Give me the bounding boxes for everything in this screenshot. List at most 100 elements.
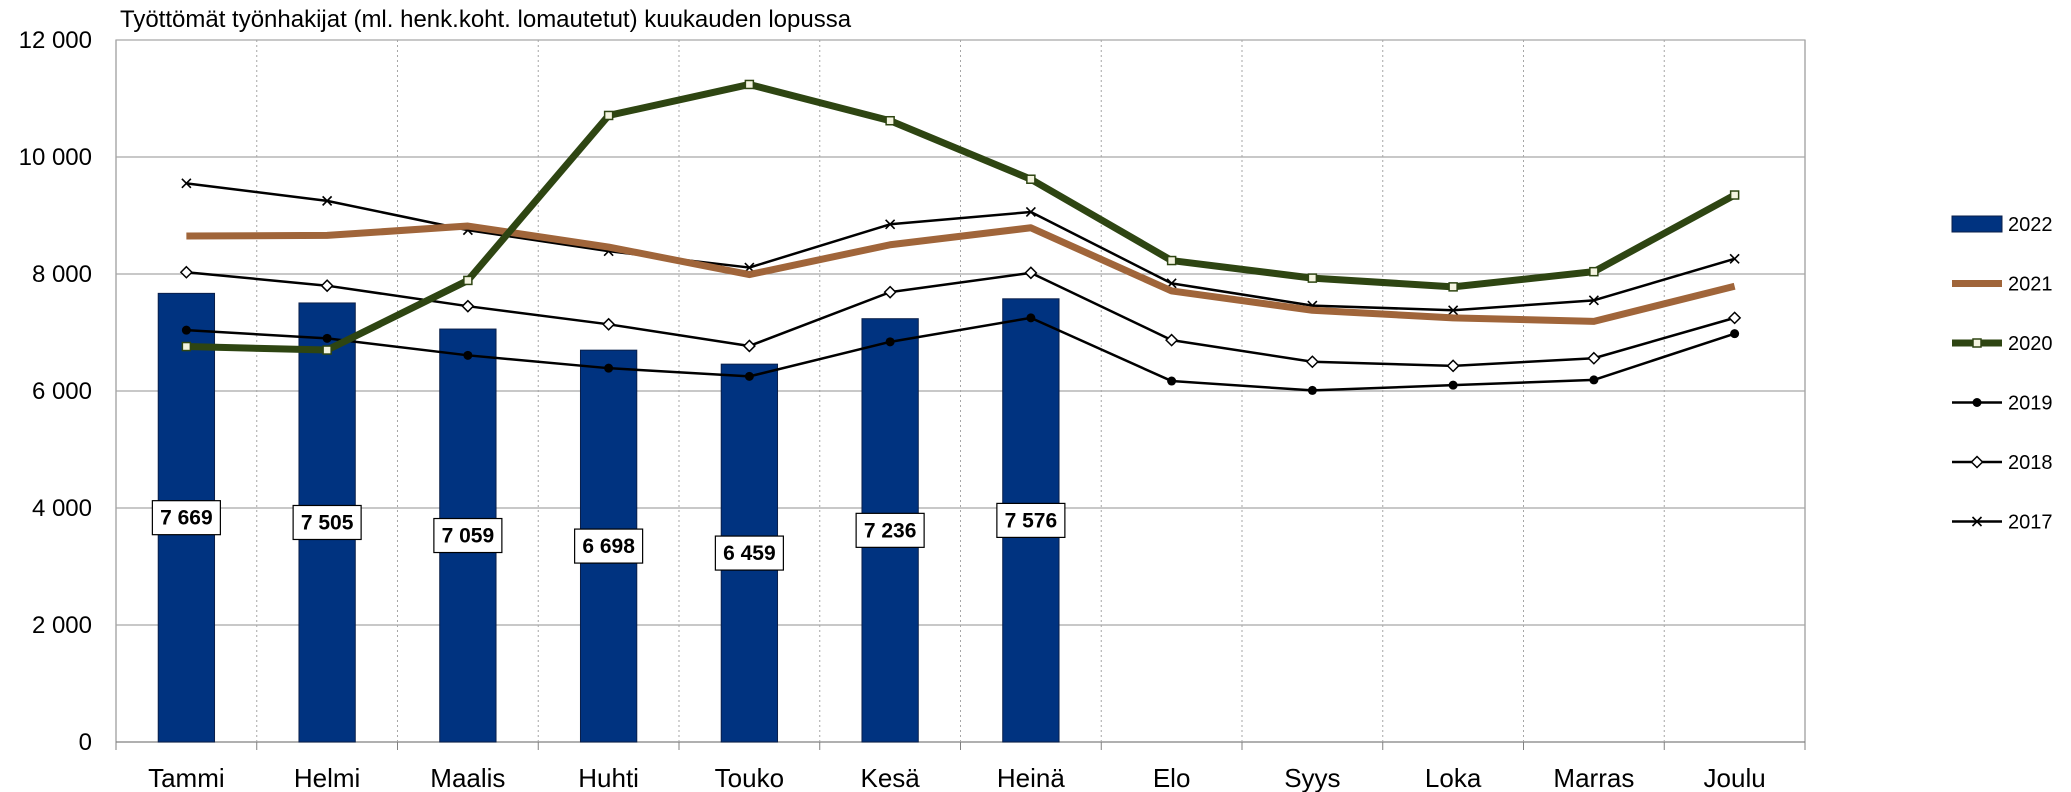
legend-item-2017: 2017 [1952, 512, 2053, 534]
legend-label: 2019 [2008, 393, 2053, 415]
data-label-box [292, 504, 362, 541]
x-tick-label: Loka [1425, 763, 1482, 792]
point [744, 79, 755, 90]
point [1972, 338, 1982, 348]
point [1971, 516, 1983, 527]
point [885, 219, 896, 230]
point [1165, 333, 1179, 347]
series-line [186, 80, 1737, 354]
legend-swatch [1951, 215, 2003, 233]
point [1167, 376, 1177, 386]
point [603, 110, 614, 121]
point [1025, 206, 1036, 218]
point [320, 279, 334, 293]
data-label-text: 7 505 [301, 511, 354, 534]
x-axis-labels: Tammi Helmi Maalis Huhti Touko Kesä Heinä Elo Sy… [148, 763, 1766, 792]
point [179, 265, 193, 279]
data-label-text: 7 059 [442, 525, 495, 548]
data-label-text: 7 576 [1005, 509, 1058, 532]
data-label-box [855, 512, 925, 548]
legend-label: 2018 [2008, 452, 2053, 474]
legend-label: 2020 [2008, 333, 2053, 355]
x-tick-label: Heinä [997, 763, 1065, 792]
point [885, 337, 895, 347]
line-series-2019 [181, 313, 1740, 395]
point [322, 333, 332, 343]
point [885, 115, 895, 126]
data-label: 6 698 [574, 528, 644, 564]
point [1729, 190, 1740, 200]
point [1026, 313, 1036, 323]
x-tick-label: Maalis [430, 763, 505, 792]
data-label: 7 236 [855, 512, 925, 548]
point [1448, 380, 1458, 390]
data-label-text: 7 669 [160, 507, 213, 530]
point [883, 285, 897, 299]
point [1729, 253, 1740, 264]
point [1970, 455, 1984, 469]
data-label-box [433, 517, 503, 554]
legend-item-2019: 2019 [1952, 393, 2053, 415]
point [1730, 329, 1740, 339]
y-tick-label: 2 000 [32, 612, 92, 639]
data-label-box [996, 502, 1066, 539]
point [1448, 282, 1458, 292]
data-label-text: 6 698 [582, 535, 635, 558]
point [602, 317, 616, 331]
data-label-box [151, 500, 221, 536]
point [1305, 355, 1319, 369]
point [1166, 255, 1177, 266]
x-tick-label: Joulu [1704, 763, 1766, 792]
x-tick-label: Huhti [578, 763, 639, 792]
legend-item-2022: 2022 [1951, 214, 2053, 236]
point [1448, 305, 1459, 316]
y-tick-label: 8 000 [32, 261, 92, 288]
data-label: 7 669 [151, 500, 221, 536]
point [1446, 359, 1460, 373]
data-label: 6 459 [714, 535, 784, 571]
legend-label: 2017 [2008, 512, 2053, 534]
point [744, 371, 754, 381]
point [322, 345, 332, 355]
x-tick-label: Tammi [148, 763, 225, 792]
x-tick-label: Elo [1153, 763, 1191, 792]
series-line [186, 271, 1735, 368]
series-line [186, 222, 1736, 325]
x-tick-label: Kesä [860, 763, 920, 792]
x-tick-label: Marras [1553, 763, 1634, 792]
point [461, 299, 475, 313]
y-tick-label: 0 [79, 729, 92, 756]
point [1026, 174, 1036, 184]
point [181, 178, 192, 189]
point [1024, 266, 1038, 280]
point [604, 363, 614, 373]
x-tick-label: Syys [1284, 763, 1340, 792]
x-tick-label: Helmi [294, 763, 360, 792]
gridlines [115, 39, 1806, 750]
data-label: 7 059 [433, 517, 503, 554]
line-series-2021 [186, 222, 1736, 325]
point [1589, 266, 1599, 277]
point [1307, 385, 1317, 395]
point [322, 195, 333, 206]
legend-label: 2022 [2008, 214, 2053, 236]
point [1728, 311, 1742, 325]
line-series-2020 [181, 79, 1740, 355]
point [1307, 273, 1318, 283]
legend-item-2018: 2018 [1952, 452, 2053, 474]
point [463, 350, 473, 360]
y-tick-label: 10 000 [19, 144, 92, 171]
data-label: 7 505 [292, 504, 362, 541]
y-axis-labels: 0 2 000 4 000 6 000 8 000 10 000 12 000 [19, 27, 92, 756]
data-label-text: 7 236 [864, 519, 917, 542]
line-series [179, 79, 1742, 395]
bar-data-labels: 7 669 7 505 7 059 6 698 6 459 7 236 7 576 [151, 500, 1066, 571]
point [742, 339, 756, 353]
data-label-box [574, 528, 644, 564]
chart-title: Työttömät työnhakijat (ml. henk.koht. lo… [120, 6, 852, 33]
data-label-box [714, 535, 784, 571]
point [1972, 398, 1982, 407]
legend-label: 2021 [2008, 274, 2053, 296]
series-line [186, 316, 1736, 392]
